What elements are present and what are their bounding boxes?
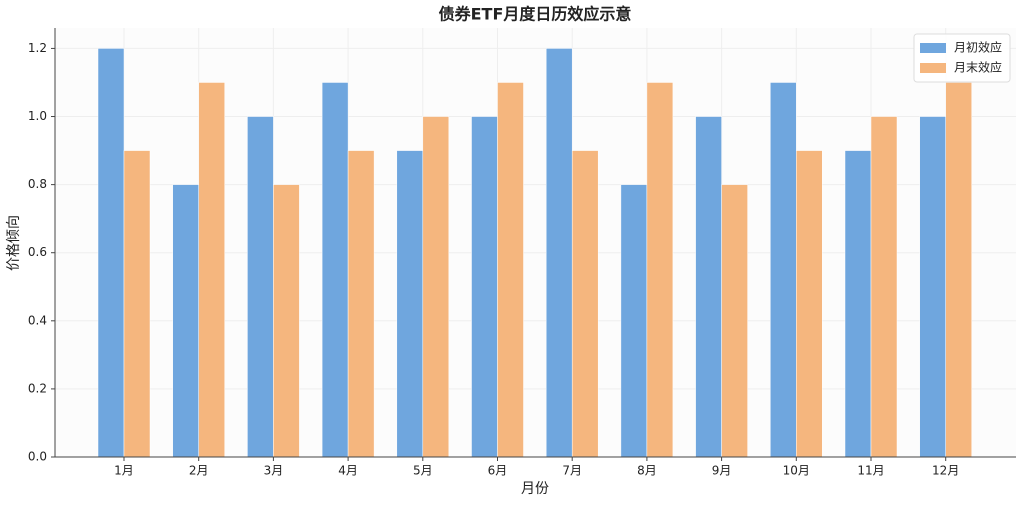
bar [545,48,573,458]
bar [796,150,823,458]
bar [123,150,151,458]
x-tick-label: 1月 [114,464,134,478]
x-tick-label: 9月 [712,464,732,478]
bar [273,184,300,458]
bar [321,82,349,458]
bar [198,82,225,458]
bar [844,150,872,458]
bar [770,82,797,458]
x-tick-label: 5月 [413,464,433,478]
legend-label: 月初效应 [954,40,1002,55]
x-tick-label: 2月 [189,464,209,478]
x-tick-label: 10月 [783,464,810,478]
bar [620,184,648,458]
x-axis-label: 月份 [521,481,549,497]
bar [471,116,498,458]
bar [347,150,375,458]
bar [571,150,599,458]
x-tick-label: 3月 [264,464,284,478]
y-tick-label: 1.2 [28,41,47,55]
bar [695,116,722,458]
bar [172,184,199,458]
legend-swatch [920,43,946,53]
bar [247,116,274,458]
x-tick-label: 8月 [637,464,657,478]
x-tick-label: 11月 [857,464,884,478]
x-tick-label: 7月 [562,464,582,478]
y-tick-label: 0.0 [28,450,47,464]
x-tick-label: 12月 [932,464,959,478]
chart-title: 债券ETF月度日历效应示意 [439,5,632,24]
bar [721,184,748,458]
bar [97,48,125,458]
y-tick-label: 1.0 [28,109,47,123]
legend-label: 月末效应 [954,60,1002,75]
bar [646,82,674,458]
bar [422,116,450,458]
x-tick-label: 4月 [338,464,358,478]
bar [919,116,946,458]
bar [945,82,972,458]
y-tick-label: 0.4 [28,313,47,327]
y-tick-label: 0.6 [28,245,47,259]
y-tick-label: 0.8 [28,177,47,191]
bar [497,82,524,458]
x-tick-label: 6月 [488,464,508,478]
y-tick-label: 0.2 [28,381,47,395]
bar [396,150,424,458]
bar [870,116,898,458]
legend-swatch [920,63,946,73]
y-axis-label: 价格倾向 [6,215,22,271]
